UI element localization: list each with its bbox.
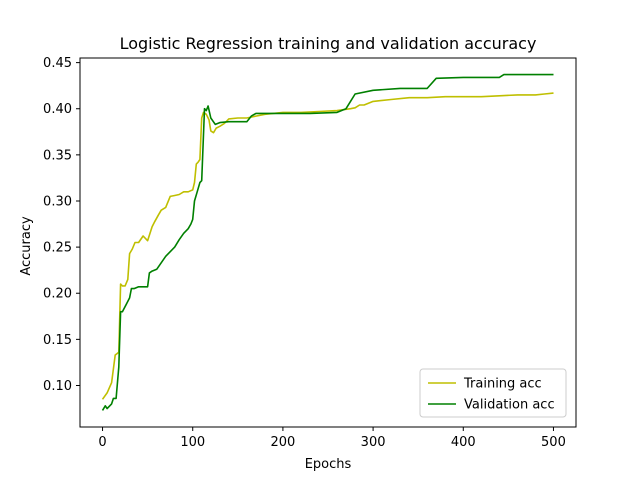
y-tick-label: 0.30 (43, 194, 72, 209)
x-tick-label: 100 (180, 435, 205, 450)
x-tick-label: 300 (361, 435, 386, 450)
legend-box (419, 368, 567, 418)
legend-entry: Training acc (463, 377, 542, 392)
series-line-training-acc (101, 92, 554, 400)
y-tick-label: 0.20 (43, 287, 72, 302)
x-tick-label: 0 (98, 435, 106, 450)
y-axis-label: Accuracy (19, 216, 34, 276)
plot-frame (79, 57, 577, 428)
y-tick-label: 0.45 (43, 56, 72, 71)
plot-area: 0 100 200 300 400 500 0.10 0.15 0.20 0.25 0.30 0.35… (43, 56, 577, 450)
y-tick-label: 0.15 (43, 333, 72, 348)
x-tick-label: 200 (270, 435, 295, 450)
y-tick-label: 0.35 (43, 148, 72, 163)
x-tick-label: 400 (451, 435, 476, 450)
x-tick-label: 500 (541, 435, 566, 450)
y-tick-label: 0.40 (43, 102, 72, 117)
y-tick-label: 0.25 (43, 241, 72, 256)
legend: Training acc Validation acc (419, 368, 567, 418)
chart-title: Logistic Regression training and validat… (120, 34, 537, 53)
y-tick-label: 0.10 (43, 379, 72, 394)
x-axis-label: Epochs (305, 457, 352, 472)
series-line-validation-acc (101, 73, 554, 411)
legend-entry: Validation acc (464, 398, 555, 413)
